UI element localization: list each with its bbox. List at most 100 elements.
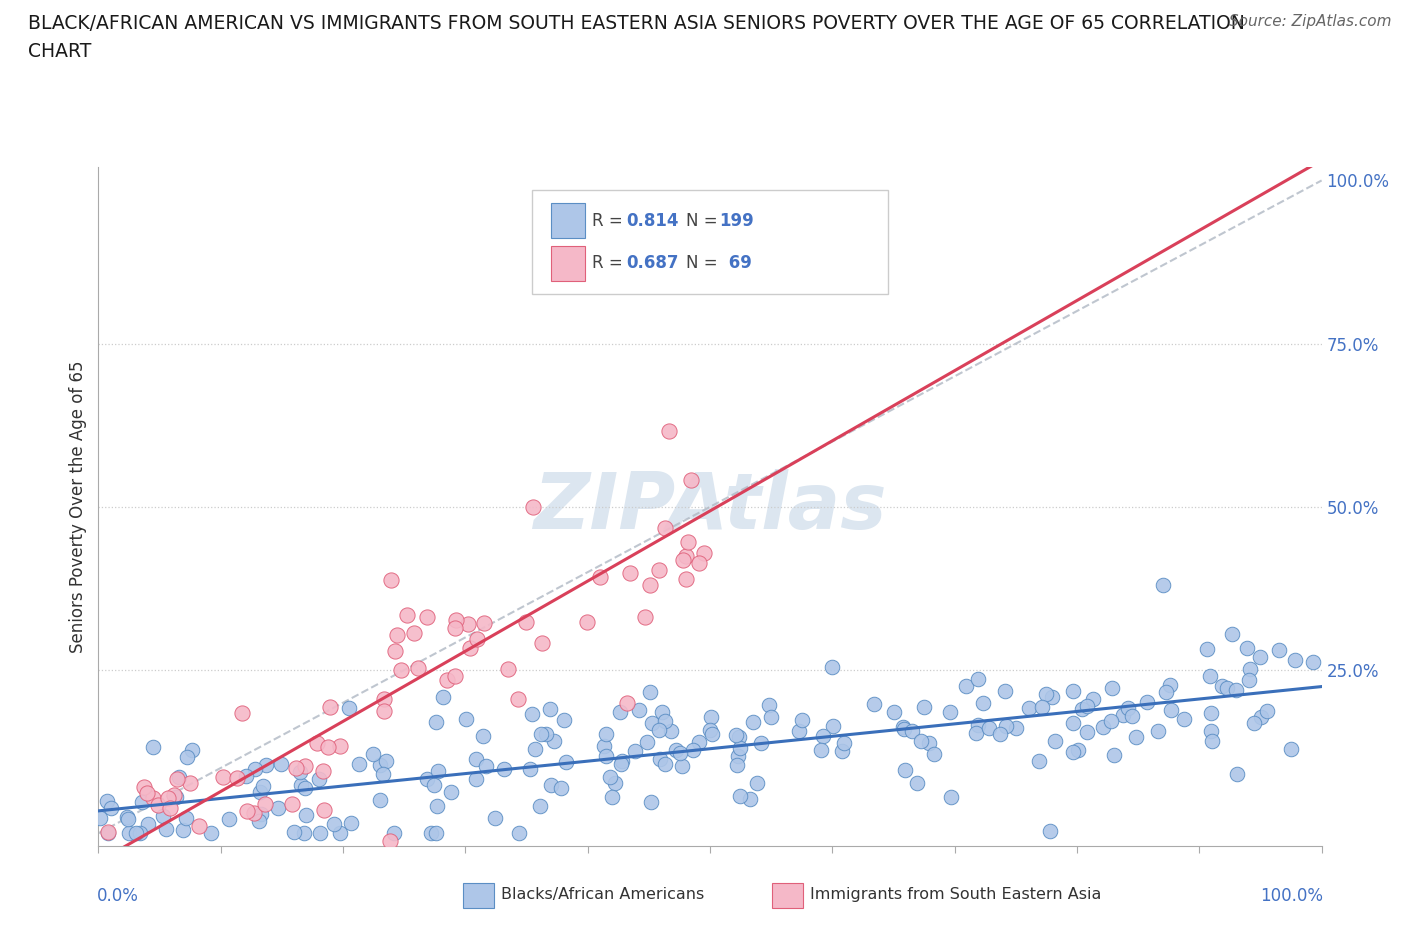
Point xyxy=(187,819,209,834)
Point xyxy=(382,826,405,841)
Point xyxy=(700,710,723,724)
Point xyxy=(465,751,488,766)
Point xyxy=(901,724,924,738)
Point xyxy=(665,742,688,757)
Text: Blacks/African Americans: Blacks/African Americans xyxy=(501,887,704,902)
Point xyxy=(1031,699,1053,714)
Point xyxy=(939,704,962,719)
Point xyxy=(1225,683,1247,698)
Point xyxy=(1099,713,1122,728)
Point xyxy=(1199,724,1222,738)
Point xyxy=(136,786,159,801)
Point xyxy=(538,702,561,717)
Point xyxy=(1159,677,1181,692)
Point xyxy=(648,723,671,737)
Point xyxy=(290,777,312,792)
Point xyxy=(522,499,544,514)
Point xyxy=(163,788,186,803)
Point xyxy=(610,754,633,769)
Point xyxy=(1062,684,1084,698)
Point xyxy=(146,798,169,813)
Text: 0.0%: 0.0% xyxy=(97,887,139,905)
Point xyxy=(699,723,721,737)
Point xyxy=(111,876,134,891)
Point xyxy=(250,806,273,821)
Point xyxy=(1121,708,1143,723)
Text: 100.0%: 100.0% xyxy=(1260,887,1323,905)
Point xyxy=(308,771,330,786)
Point xyxy=(654,521,676,536)
Point xyxy=(142,740,165,755)
Point xyxy=(616,696,638,711)
Point xyxy=(176,750,198,764)
Point xyxy=(515,615,537,630)
Point xyxy=(124,826,146,841)
Point xyxy=(444,620,467,635)
Point xyxy=(1104,748,1126,763)
Point xyxy=(595,749,617,764)
Point xyxy=(702,726,724,741)
Point xyxy=(235,769,257,784)
Point xyxy=(654,713,676,728)
Point xyxy=(180,743,202,758)
Point xyxy=(1076,698,1098,713)
Point xyxy=(1066,743,1088,758)
Point xyxy=(378,833,401,848)
Point xyxy=(1249,649,1271,664)
Point xyxy=(810,743,832,758)
Point xyxy=(623,744,645,759)
Point xyxy=(312,803,335,817)
Point xyxy=(627,702,650,717)
Point xyxy=(675,572,697,587)
Point xyxy=(602,790,624,804)
Point xyxy=(440,785,463,800)
Point xyxy=(759,709,782,724)
Point xyxy=(128,826,150,841)
Text: 199: 199 xyxy=(718,212,754,230)
Point xyxy=(96,793,118,808)
Point xyxy=(432,690,454,705)
Point xyxy=(725,757,748,772)
Point xyxy=(375,754,398,769)
Point xyxy=(529,798,551,813)
Point xyxy=(727,749,749,764)
Point xyxy=(640,578,662,592)
Point xyxy=(319,699,342,714)
Point xyxy=(745,776,768,790)
Point xyxy=(416,609,439,624)
Point xyxy=(285,761,308,776)
Point xyxy=(361,747,384,762)
Point xyxy=(634,610,657,625)
Point xyxy=(1211,679,1233,694)
Point xyxy=(688,555,710,570)
Text: BLACK/AFRICAN AMERICAN VS IMMIGRANTS FROM SOUTH EASTERN ASIA SENIORS POVERTY OVE: BLACK/AFRICAN AMERICAN VS IMMIGRANTS FRO… xyxy=(28,14,1244,33)
Point xyxy=(136,817,159,831)
Point xyxy=(738,791,761,806)
Point xyxy=(385,628,408,643)
Point xyxy=(253,796,276,811)
Point xyxy=(530,635,553,650)
Point xyxy=(688,735,710,750)
Point xyxy=(389,662,412,677)
Point xyxy=(994,719,1017,734)
Point xyxy=(967,672,990,687)
Point xyxy=(1091,720,1114,735)
Point xyxy=(496,662,519,677)
Point xyxy=(648,751,671,766)
Point xyxy=(426,764,449,778)
Point xyxy=(309,826,332,841)
Text: Source: ZipAtlas.com: Source: ZipAtlas.com xyxy=(1229,14,1392,29)
Point xyxy=(813,729,835,744)
Point xyxy=(575,615,598,630)
Point xyxy=(373,692,395,707)
Point xyxy=(281,796,304,811)
Point xyxy=(1045,733,1067,748)
Point xyxy=(638,684,661,699)
Point xyxy=(1039,823,1062,838)
Y-axis label: Seniors Poverty Over the Age of 65: Seniors Poverty Over the Age of 65 xyxy=(69,361,87,653)
Point xyxy=(212,770,235,785)
Point xyxy=(152,809,174,824)
Point xyxy=(863,697,886,711)
Point xyxy=(1250,710,1272,724)
Point xyxy=(641,715,664,730)
